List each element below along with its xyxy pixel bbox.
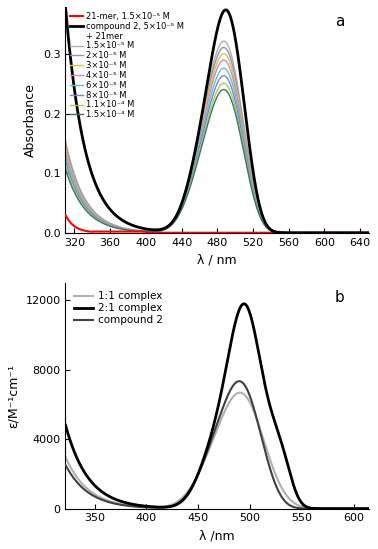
Text: a: a [335, 14, 345, 29]
X-axis label: λ / nm: λ / nm [197, 253, 237, 266]
Legend: 21-mer, 1.5×10⁻⁵ M, compound 2, 5×10⁻⁵ M, + 21mer, 1.5×10⁻⁵ M, 2×10⁻⁵ M, 3×10⁻⁵ : 21-mer, 1.5×10⁻⁵ M, compound 2, 5×10⁻⁵ M… [70, 11, 185, 120]
Y-axis label: ε/M⁻¹cm⁻¹: ε/M⁻¹cm⁻¹ [7, 364, 20, 428]
Text: b: b [335, 290, 345, 305]
Legend: 1:1 complex, 2:1 complex, compound 2: 1:1 complex, 2:1 complex, compound 2 [71, 288, 166, 328]
Y-axis label: Absorbance: Absorbance [24, 83, 37, 157]
X-axis label: λ /nm: λ /nm [200, 529, 235, 542]
